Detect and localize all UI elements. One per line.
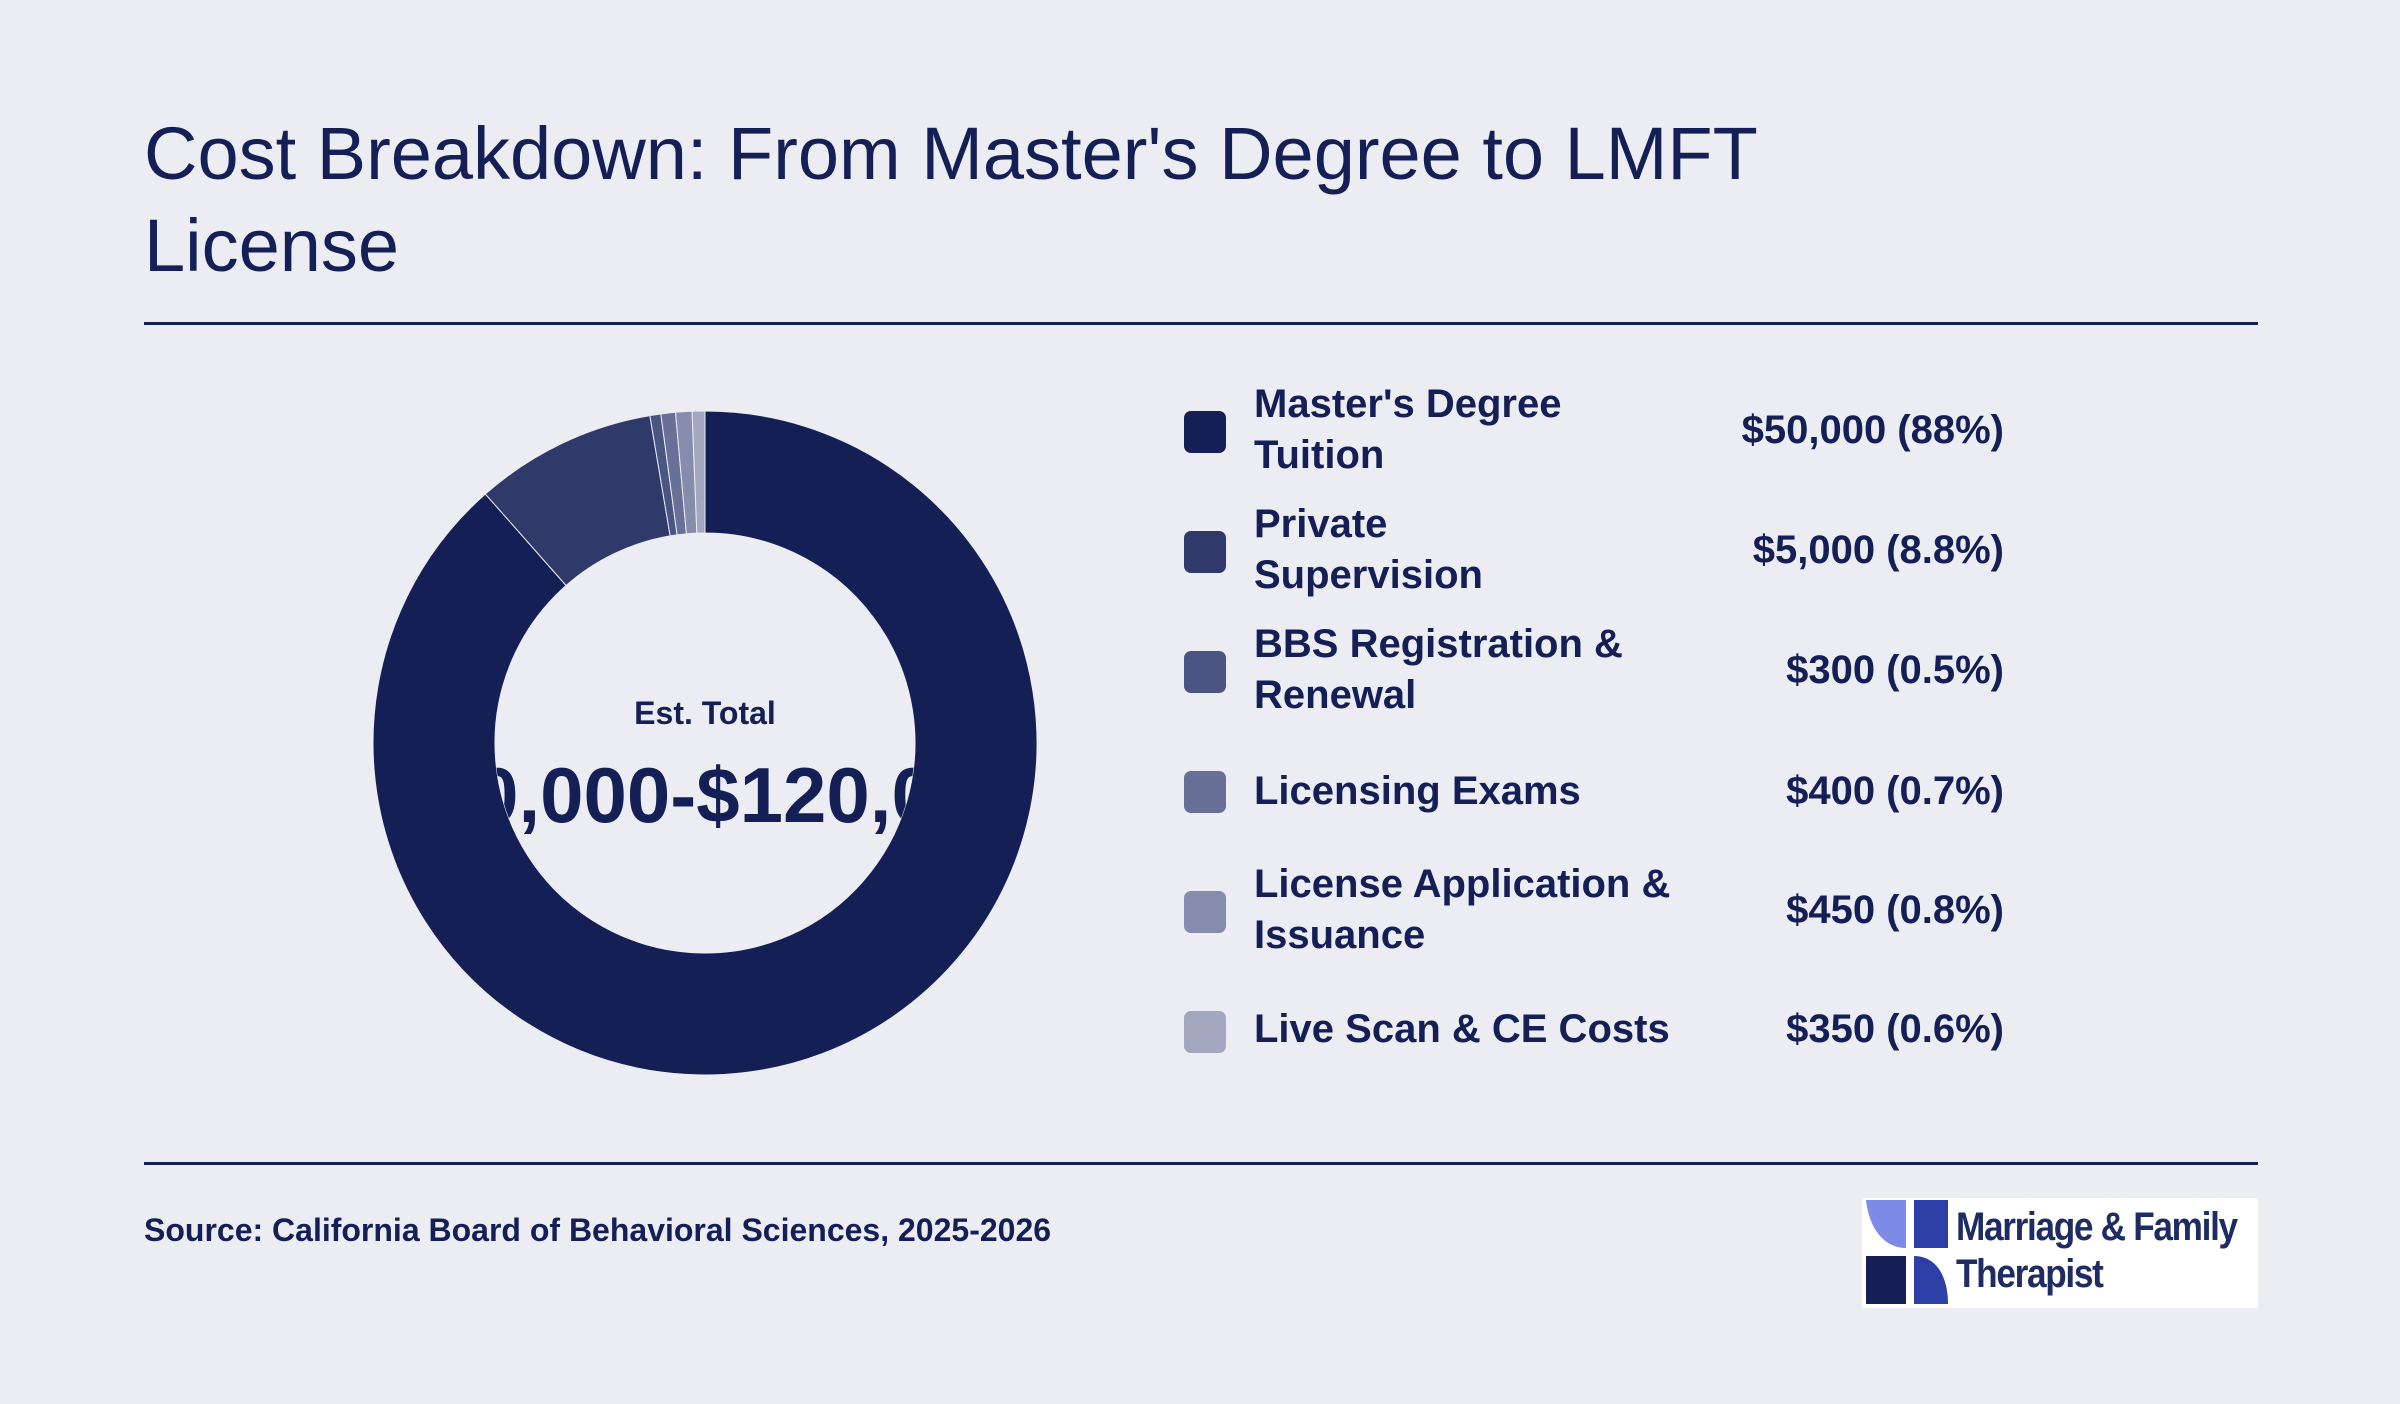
- legend-item-licensing-exams: Licensing Exams $400 (0.7%): [1184, 735, 2024, 855]
- legend-item-masters-degree: Master's Degree Tuition $50,000 (88%): [1184, 375, 2024, 495]
- legend-label: BBS Registration & Renewal: [1254, 622, 1623, 717]
- legend-swatch: [1184, 1011, 1226, 1053]
- legend-item-live-scan: Live Scan & CE Costs $350 (0.6%): [1184, 975, 2024, 1095]
- donut-center: Est. Total $60,000-$120,000: [495, 533, 915, 953]
- legend-label: Live Scan & CE Costs: [1254, 1007, 1670, 1051]
- legend-swatch: [1184, 771, 1226, 813]
- legend-item-private-supervision: Private Supervision $5,000 (8.8%): [1184, 495, 2024, 615]
- legend-swatch: [1184, 891, 1226, 933]
- logo-mark-icon: [1866, 1200, 1948, 1304]
- legend-value: $300 (0.5%): [1786, 648, 2004, 692]
- legend-value: $450 (0.8%): [1786, 888, 2004, 932]
- logo-line-1: Marriage & Family: [1956, 1205, 2238, 1249]
- logo-line-2: Therapist: [1956, 1252, 2104, 1296]
- source-note: Source: California Board of Behavioral S…: [144, 1212, 1052, 1248]
- legend-value: $50,000 (88%): [1741, 408, 2004, 452]
- legend-value: $400 (0.7%): [1786, 769, 2004, 813]
- top-divider: [144, 322, 2258, 325]
- legend-label: Licensing Exams: [1254, 769, 1581, 813]
- legend-value: $350 (0.6%): [1786, 1007, 2004, 1051]
- legend-swatch: [1184, 411, 1226, 453]
- legend-item-bbs-registration: BBS Registration & Renewal $300 (0.5%): [1184, 615, 2024, 735]
- legend-label: License Application & Issuance: [1254, 862, 1671, 957]
- chart-title: Cost Breakdown: From Master's Degree to …: [144, 112, 1757, 287]
- donut-chart: Est. Total $60,000-$120,000: [372, 410, 1038, 1076]
- center-label: Est. Total: [634, 695, 776, 731]
- brand-logo: Marriage & Family Therapist: [1862, 1198, 2258, 1308]
- logo-text: Marriage & Family Therapist: [1956, 1204, 2238, 1298]
- bottom-divider: [144, 1162, 2258, 1165]
- legend: Master's Degree Tuition $50,000 (88%) Pr…: [1184, 375, 2044, 1055]
- legend-swatch: [1184, 531, 1226, 573]
- donut-slice: [372, 410, 1038, 1076]
- legend-item-license-application: License Application & Issuance $450 (0.8…: [1184, 855, 2024, 975]
- legend-value: $5,000 (8.8%): [1752, 528, 2004, 572]
- legend-label: Private Supervision: [1254, 502, 1483, 597]
- legend-label: Master's Degree Tuition: [1254, 382, 1562, 477]
- donut-svg: [372, 410, 1038, 1076]
- donut-slice: [691, 410, 706, 534]
- legend-swatch: [1184, 651, 1226, 693]
- center-total-value: $60,000-$120,000: [495, 751, 915, 839]
